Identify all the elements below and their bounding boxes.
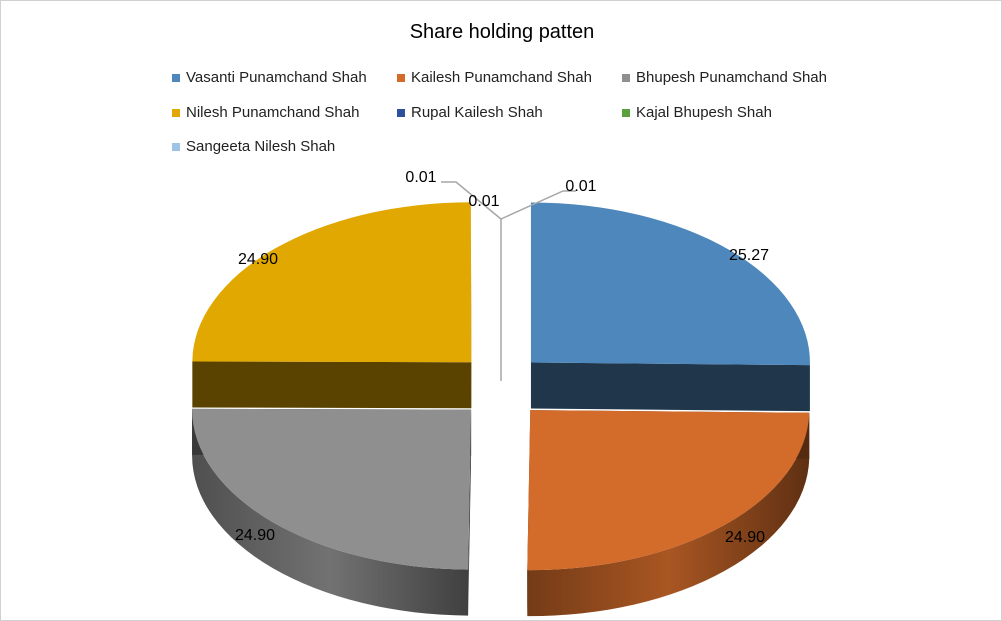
data-label: 25.27 — [729, 247, 769, 264]
legend-item: Vasanti Punamchand Shah — [172, 69, 367, 86]
pie-slice-edge — [530, 362, 810, 412]
legend-item: Nilesh Punamchand Shah — [172, 104, 359, 121]
data-label: 0.01 — [565, 178, 596, 195]
pie-slice-edge — [192, 361, 472, 409]
pie-slice-side — [527, 412, 810, 617]
pie-slice — [530, 202, 810, 366]
legend-item: Sangeeta Nilesh Shah — [172, 138, 335, 155]
legend-label: Bhupesh Punamchand Shah — [636, 69, 827, 86]
legend-swatch — [397, 108, 405, 117]
pie-slice — [527, 410, 810, 571]
legend-label: Kailesh Punamchand Shah — [411, 69, 592, 86]
chart-title: Share holding patten — [409, 21, 595, 43]
pie-slice — [192, 408, 472, 570]
legend-label: Vasanti Punamchand Shah — [186, 69, 367, 86]
legend-item: Kajal Bhupesh Shah — [622, 104, 772, 121]
pie-slice-edge — [468, 409, 472, 616]
legend-swatch — [397, 73, 405, 82]
legend-item: Kailesh Punamchand Shah — [397, 69, 592, 86]
pie-slice — [192, 202, 472, 363]
data-label: 24.90 — [238, 251, 278, 268]
data-label: 24.90 — [725, 529, 765, 546]
legend-swatch — [172, 142, 180, 151]
legend-swatch — [172, 73, 180, 82]
pie-slice-side — [192, 409, 469, 616]
legend-swatch — [622, 108, 630, 117]
legend-item: Rupal Kailesh Shah — [397, 104, 543, 121]
leader-line — [441, 181, 502, 381]
legend-label: Nilesh Punamchand Shah — [186, 104, 360, 121]
data-label: 24.90 — [235, 527, 275, 544]
legend-item: Bhupesh Punamchand Shah — [622, 69, 827, 86]
legend-swatch — [622, 73, 630, 82]
legend-swatch — [172, 108, 180, 117]
legend-label: Sangeeta Nilesh Shah — [186, 138, 336, 155]
leader-line — [500, 190, 576, 220]
data-label: 0.01 — [405, 169, 436, 186]
legend-label: Kajal Bhupesh Shah — [636, 104, 772, 121]
legend-label: Rupal Kailesh Shah — [411, 104, 543, 121]
data-label: 0.01 — [468, 193, 499, 210]
